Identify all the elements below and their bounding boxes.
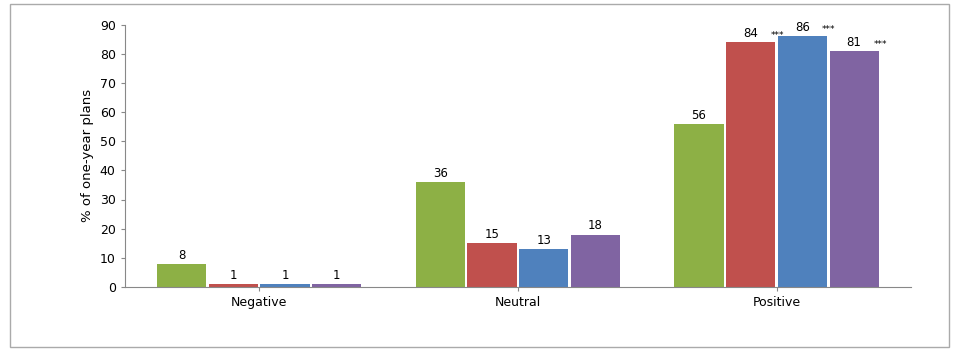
Text: ***: *** <box>874 40 887 49</box>
Bar <box>261 284 310 287</box>
Text: 1: 1 <box>229 269 237 282</box>
Bar <box>415 182 465 287</box>
Text: ***: *** <box>822 25 835 34</box>
Text: 15: 15 <box>484 228 500 241</box>
Bar <box>674 124 723 287</box>
Text: 8: 8 <box>177 248 185 262</box>
Text: 86: 86 <box>795 21 809 34</box>
Text: 1: 1 <box>333 269 340 282</box>
Bar <box>313 284 362 287</box>
Bar <box>726 42 775 287</box>
Text: 56: 56 <box>691 108 707 121</box>
Y-axis label: % of one-year plans: % of one-year plans <box>82 89 94 222</box>
Text: 81: 81 <box>847 36 861 49</box>
Bar <box>467 243 517 287</box>
Bar <box>519 249 569 287</box>
Bar <box>778 36 827 287</box>
Bar <box>157 264 206 287</box>
Text: 18: 18 <box>588 219 603 232</box>
Bar <box>830 51 878 287</box>
Bar <box>571 234 620 287</box>
Bar <box>209 284 258 287</box>
Text: 36: 36 <box>433 167 448 180</box>
Text: 13: 13 <box>536 234 551 247</box>
Text: ***: *** <box>770 31 784 40</box>
Text: 1: 1 <box>281 269 289 282</box>
Text: 84: 84 <box>743 27 759 40</box>
